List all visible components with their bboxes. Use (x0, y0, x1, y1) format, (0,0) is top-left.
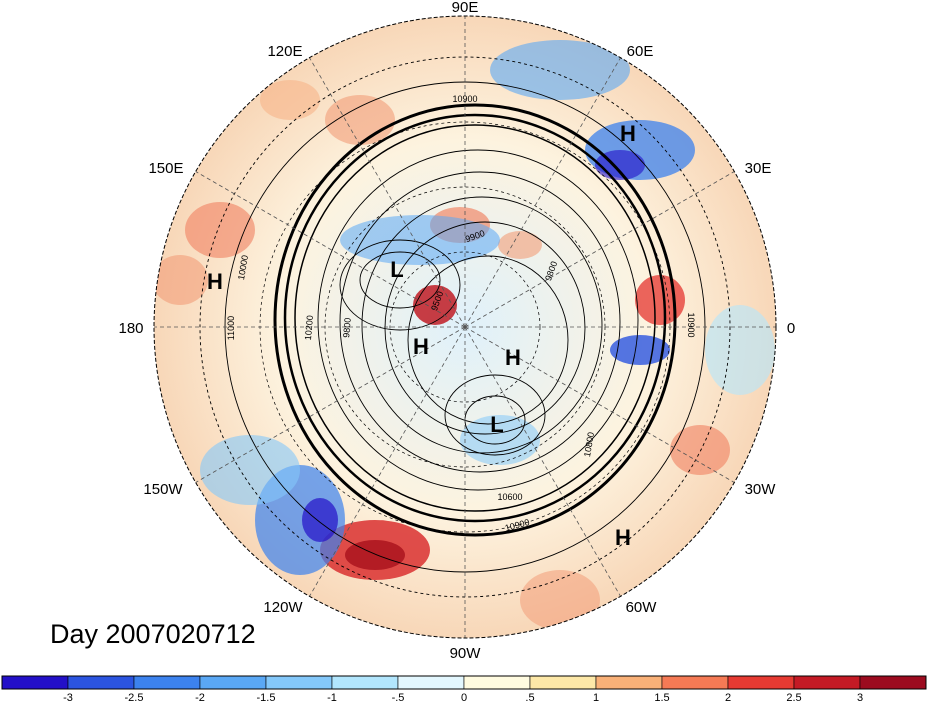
anomaly-patch (670, 425, 730, 475)
high-center-label: H (413, 334, 429, 359)
high-center-label: H (505, 345, 521, 370)
height-contour (317, 149, 639, 491)
anomaly-patch (154, 255, 208, 305)
anomaly-patch (610, 335, 670, 365)
contour-label: 10000 (236, 254, 250, 280)
height-contour (339, 171, 621, 473)
contour-label: 10600 (497, 492, 522, 502)
colorbar-box (793, 675, 861, 690)
colorbar-box (265, 675, 333, 690)
height-contour (444, 374, 546, 456)
low-center-label: L (490, 412, 503, 437)
colorbar-box (463, 675, 531, 690)
colorbar-tick-label: -2 (195, 692, 205, 702)
colorbar-box (1, 675, 69, 690)
high-center-label: H (615, 525, 631, 550)
colorbar-box (859, 675, 927, 690)
height-contour (359, 251, 441, 309)
lon-label-180: 180 (118, 320, 143, 337)
height-contour (361, 196, 603, 454)
longitude-labels: 90E 60E 30E 0 30W 60W 90W 120W 150W 180 … (118, 0, 795, 662)
height-contour (294, 124, 656, 512)
jet-contour (273, 103, 677, 537)
colorbar-box (67, 675, 135, 690)
meridian-line (195, 171, 466, 328)
colorbar-tick-label: .5 (525, 692, 534, 702)
meridian-line (464, 171, 735, 328)
high-center-label: H (207, 269, 223, 294)
contour-labels: 10900 9900 9800 10000 10200 9800 11000 9… (226, 94, 696, 533)
colorbar-tick-label: -3 (63, 692, 73, 702)
height-contour (407, 255, 569, 425)
lon-label-150w: 150W (143, 481, 183, 498)
anomaly-patch (302, 498, 338, 542)
lon-label-0: 0 (787, 320, 795, 337)
contour-label: 11000 (226, 316, 236, 340)
colorbar-tick-label: -.5 (392, 692, 405, 702)
low-center-label: L (390, 257, 403, 282)
anomaly-patch (520, 570, 600, 630)
lon-label-120w: 120W (263, 599, 303, 616)
colorbar-tick-label: -2.5 (125, 692, 144, 702)
lon-label-60w: 60W (626, 599, 658, 616)
meridian-line (464, 326, 735, 483)
height-contour (384, 221, 586, 435)
contour-label: 10900 (686, 312, 696, 337)
anomaly-patch (340, 215, 500, 265)
anomaly-patch (705, 305, 775, 395)
lon-label-90e: 90E (452, 0, 479, 16)
lon-label-30w: 30W (745, 481, 777, 498)
contour-label: 10900 (452, 94, 477, 104)
lon-label-150e: 150E (148, 160, 183, 177)
colorbar-frame (1, 675, 927, 690)
colorbar: -3 -2.5 -2 -1.5 -1 -.5 0 .5 1 1.5 2 2.5 3 (1, 675, 927, 702)
anomaly-patch (185, 202, 255, 258)
anomaly-patch (498, 231, 542, 259)
anomaly-patch (490, 40, 630, 100)
height-contour (339, 239, 461, 331)
colorbar-tick-label: 3 (857, 692, 863, 702)
lon-label-90w: 90W (450, 645, 482, 662)
high-center-label: H (620, 121, 636, 146)
anomaly-patch (413, 285, 457, 325)
contour-label: 9800 (341, 317, 353, 338)
map-boundary (153, 15, 777, 639)
meridian-line (195, 326, 466, 483)
contour-label: 10200 (303, 315, 315, 341)
jet-contour (283, 113, 667, 523)
anomaly-patch (260, 80, 320, 120)
contour-label: 10800 (582, 431, 596, 457)
colorbar-box (199, 675, 267, 690)
anomaly-patch (200, 435, 300, 505)
height-contours (199, 56, 731, 598)
colorbar-tick-label: 0 (461, 692, 467, 702)
pressure-centers: H H L H H L H (207, 121, 636, 550)
colorbar-tick-label: -1 (327, 692, 337, 702)
meridian-line (309, 326, 466, 597)
day-label: Day 2007020712 (50, 619, 256, 649)
colorbar-tick-label: 1.5 (654, 692, 669, 702)
meridian-line (309, 57, 466, 328)
lon-label-30e: 30E (745, 160, 772, 177)
colorbar-box (331, 675, 399, 690)
meridian-grid (154, 16, 776, 638)
latitude-circle (389, 251, 541, 403)
colorbar-tick-label: 2 (725, 692, 731, 702)
meridian-line (464, 326, 621, 597)
colorbar-tick-label: -1.5 (257, 692, 276, 702)
colorbar-box (661, 675, 729, 690)
meridian-line (464, 57, 621, 328)
anomaly-patch (635, 275, 685, 325)
colorbar-box (397, 675, 465, 690)
colorbar-box (727, 675, 795, 690)
colorbar-tick-label: 1 (593, 692, 599, 702)
colorbar-tick-label: 2.5 (786, 692, 801, 702)
colorbar-box (595, 675, 663, 690)
colorbar-box (133, 675, 201, 690)
lon-label-60e: 60E (627, 43, 654, 60)
lon-label-120e: 120E (267, 43, 302, 60)
colorbar-box (529, 675, 597, 690)
